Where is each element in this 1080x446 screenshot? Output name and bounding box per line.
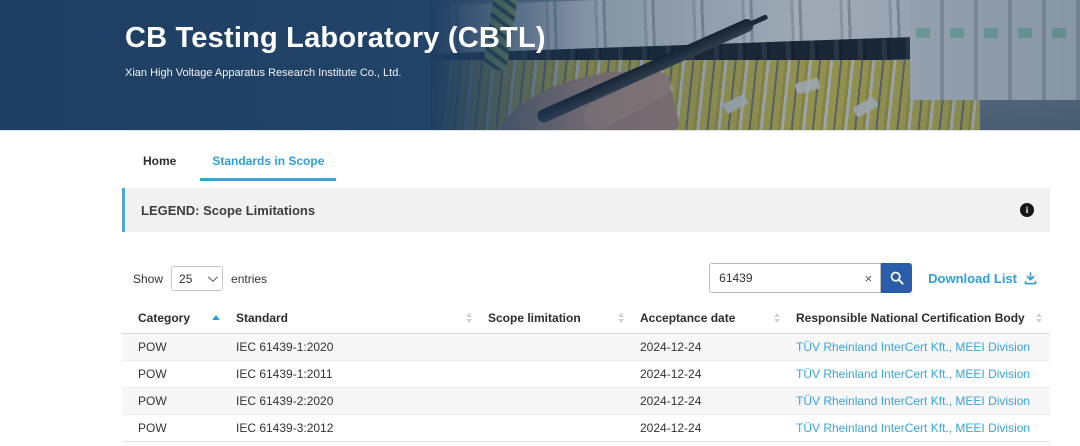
- column-header-responsible-ncb[interactable]: Responsible National Certification Body: [788, 303, 1050, 334]
- search-box: ×: [709, 263, 882, 293]
- column-header-acceptance-date[interactable]: Acceptance date: [632, 303, 788, 334]
- show-label: Show: [133, 271, 164, 286]
- banner-photo: [430, 0, 1080, 130]
- tab-bar: Home Standards in Scope: [131, 150, 348, 181]
- cell-category: POW: [122, 360, 228, 388]
- sort-icon[interactable]: [618, 312, 624, 323]
- sort-icon[interactable]: [1036, 312, 1042, 323]
- entries-selected-value: 25: [179, 271, 193, 286]
- ncb-link[interactable]: TÜV Rheinland InterCert Kft., MEEI Divis…: [796, 339, 1031, 354]
- tab-home[interactable]: Home: [143, 154, 177, 168]
- cell-acceptance-date: 2024-12-24: [632, 333, 788, 361]
- table-row: POW IEC 61439-1:2020 2024-12-24 TÜV Rhei…: [122, 333, 1050, 361]
- photo-navy-overlay: [430, 0, 1080, 130]
- clear-search-icon[interactable]: ×: [864, 270, 873, 286]
- cell-standard: IEC 61439-3:2012: [228, 414, 480, 442]
- standards-table: Category Standard Scope limitation: [122, 303, 1050, 442]
- page-subtitle: Xian High Voltage Apparatus Research Ins…: [125, 67, 402, 79]
- sort-ascending-icon[interactable]: [212, 315, 220, 321]
- search-icon: [890, 271, 904, 285]
- legend-panel: LEGEND: Scope Limitations i: [122, 188, 1050, 232]
- entries-label: entries: [231, 271, 268, 286]
- ncb-link[interactable]: TÜV Rheinland InterCert Kft., MEEI Divis…: [796, 393, 1031, 408]
- info-icon[interactable]: i: [1020, 203, 1034, 217]
- ncb-link[interactable]: TÜV Rheinland InterCert Kft., MEEI Divis…: [796, 420, 1031, 435]
- cell-acceptance-date: 2024-12-24: [632, 387, 788, 415]
- page-title: CB Testing Laboratory (CBTL): [125, 22, 546, 54]
- ncb-link[interactable]: TÜV Rheinland InterCert Kft., MEEI Divis…: [796, 366, 1031, 381]
- header-banner: CB Testing Laboratory (CBTL) Xian High V…: [0, 0, 1080, 131]
- sort-icon[interactable]: [774, 312, 780, 323]
- table-row: POW IEC 61439-1:2011 2024-12-24 TÜV Rhei…: [122, 360, 1050, 388]
- sort-icon[interactable]: [466, 312, 472, 323]
- cell-scope-limitation: [480, 414, 632, 442]
- cell-scope-limitation: [480, 360, 632, 388]
- table-row: POW IEC 61439-2:2020 2024-12-24 TÜV Rhei…: [122, 387, 1050, 415]
- cell-standard: IEC 61439-2:2020: [228, 387, 480, 415]
- download-list-link[interactable]: Download List: [928, 271, 1038, 286]
- entries-per-page-select[interactable]: 25: [171, 266, 224, 291]
- cell-category: POW: [122, 333, 228, 361]
- legend-label: LEGEND: Scope Limitations: [141, 202, 316, 218]
- cell-acceptance-date: 2024-12-24: [632, 360, 788, 388]
- entries-control: Show 25 entries: [133, 266, 267, 291]
- tab-standards-in-scope[interactable]: Standards in Scope: [200, 150, 337, 181]
- cell-category: POW: [122, 387, 228, 415]
- chevron-down-icon: [207, 272, 218, 283]
- search-button[interactable]: [881, 263, 913, 293]
- cell-standard: IEC 61439-1:2020: [228, 333, 480, 361]
- table-header-row: Category Standard Scope limitation: [122, 303, 1050, 334]
- cell-acceptance-date: 2024-12-24: [632, 414, 788, 442]
- column-header-standard[interactable]: Standard: [228, 303, 480, 334]
- search-area: × Download List: [709, 263, 1038, 293]
- download-icon: [1024, 271, 1037, 284]
- cell-category: POW: [122, 414, 228, 442]
- table-row: POW IEC 61439-3:2012 2024-12-24 TÜV Rhei…: [122, 414, 1050, 442]
- cell-scope-limitation: [480, 333, 632, 361]
- cell-scope-limitation: [480, 387, 632, 415]
- column-header-category[interactable]: Category: [122, 303, 228, 334]
- cell-standard: IEC 61439-1:2011: [228, 360, 480, 388]
- download-list-label: Download List: [928, 270, 1017, 286]
- search-input[interactable]: [710, 265, 857, 291]
- column-header-scope-limitation[interactable]: Scope limitation: [480, 303, 632, 334]
